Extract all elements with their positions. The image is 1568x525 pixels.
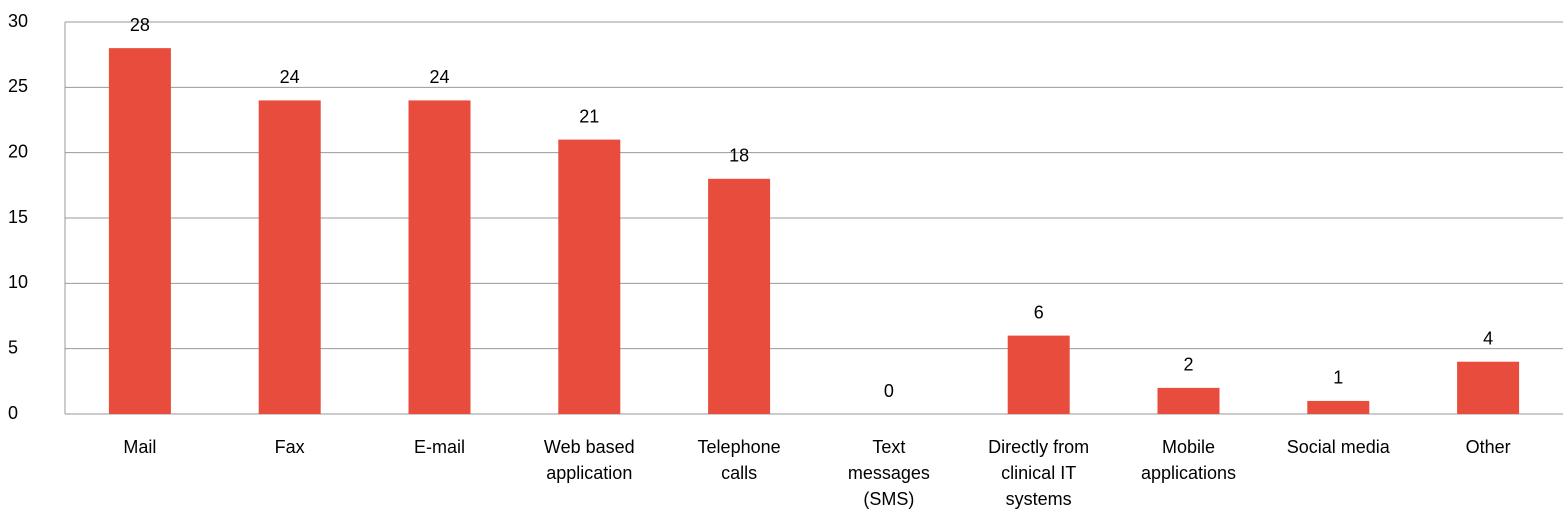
x-tick-label: Other [1465,437,1511,457]
value-label: 18 [729,146,749,166]
y-tick-label: 25 [8,76,28,96]
bar [1457,361,1520,414]
y-tick-label: 20 [8,141,28,161]
bar [1157,387,1220,414]
value-label: 6 [1034,302,1044,322]
value-label: 0 [884,381,894,401]
x-tick-label: Fax [274,437,305,457]
y-tick-label: 5 [8,337,18,357]
bar [558,139,621,414]
value-label: 21 [579,106,599,126]
bar [1307,400,1370,414]
x-tick-label: Web based application [543,437,635,483]
x-tick-label: E-mail [413,437,465,457]
x-tick-label: Mobile applications [1140,437,1237,483]
y-tick-label: 30 [8,11,28,31]
x-tick-label: Social media [1286,437,1390,457]
y-tick-label: 0 [8,403,18,423]
bar [1007,335,1070,414]
value-label: 4 [1483,328,1493,348]
bar [708,178,771,414]
value-label: 28 [130,15,150,35]
x-tick-label: Mail [123,437,157,457]
x-tick-label: Text messages (SMS) [847,437,930,509]
y-tick-label: 15 [8,207,28,227]
x-tick-label: Directly from clinical IT systems [988,437,1090,509]
bar [408,100,471,415]
value-label: 1 [1333,368,1343,388]
x-tick-label: Telephone calls [697,437,781,483]
value-label: 2 [1183,355,1193,375]
bar [258,100,321,415]
y-tick-label: 10 [8,272,28,292]
value-label: 24 [280,67,300,87]
value-label: 24 [429,67,449,87]
bar [108,48,171,415]
